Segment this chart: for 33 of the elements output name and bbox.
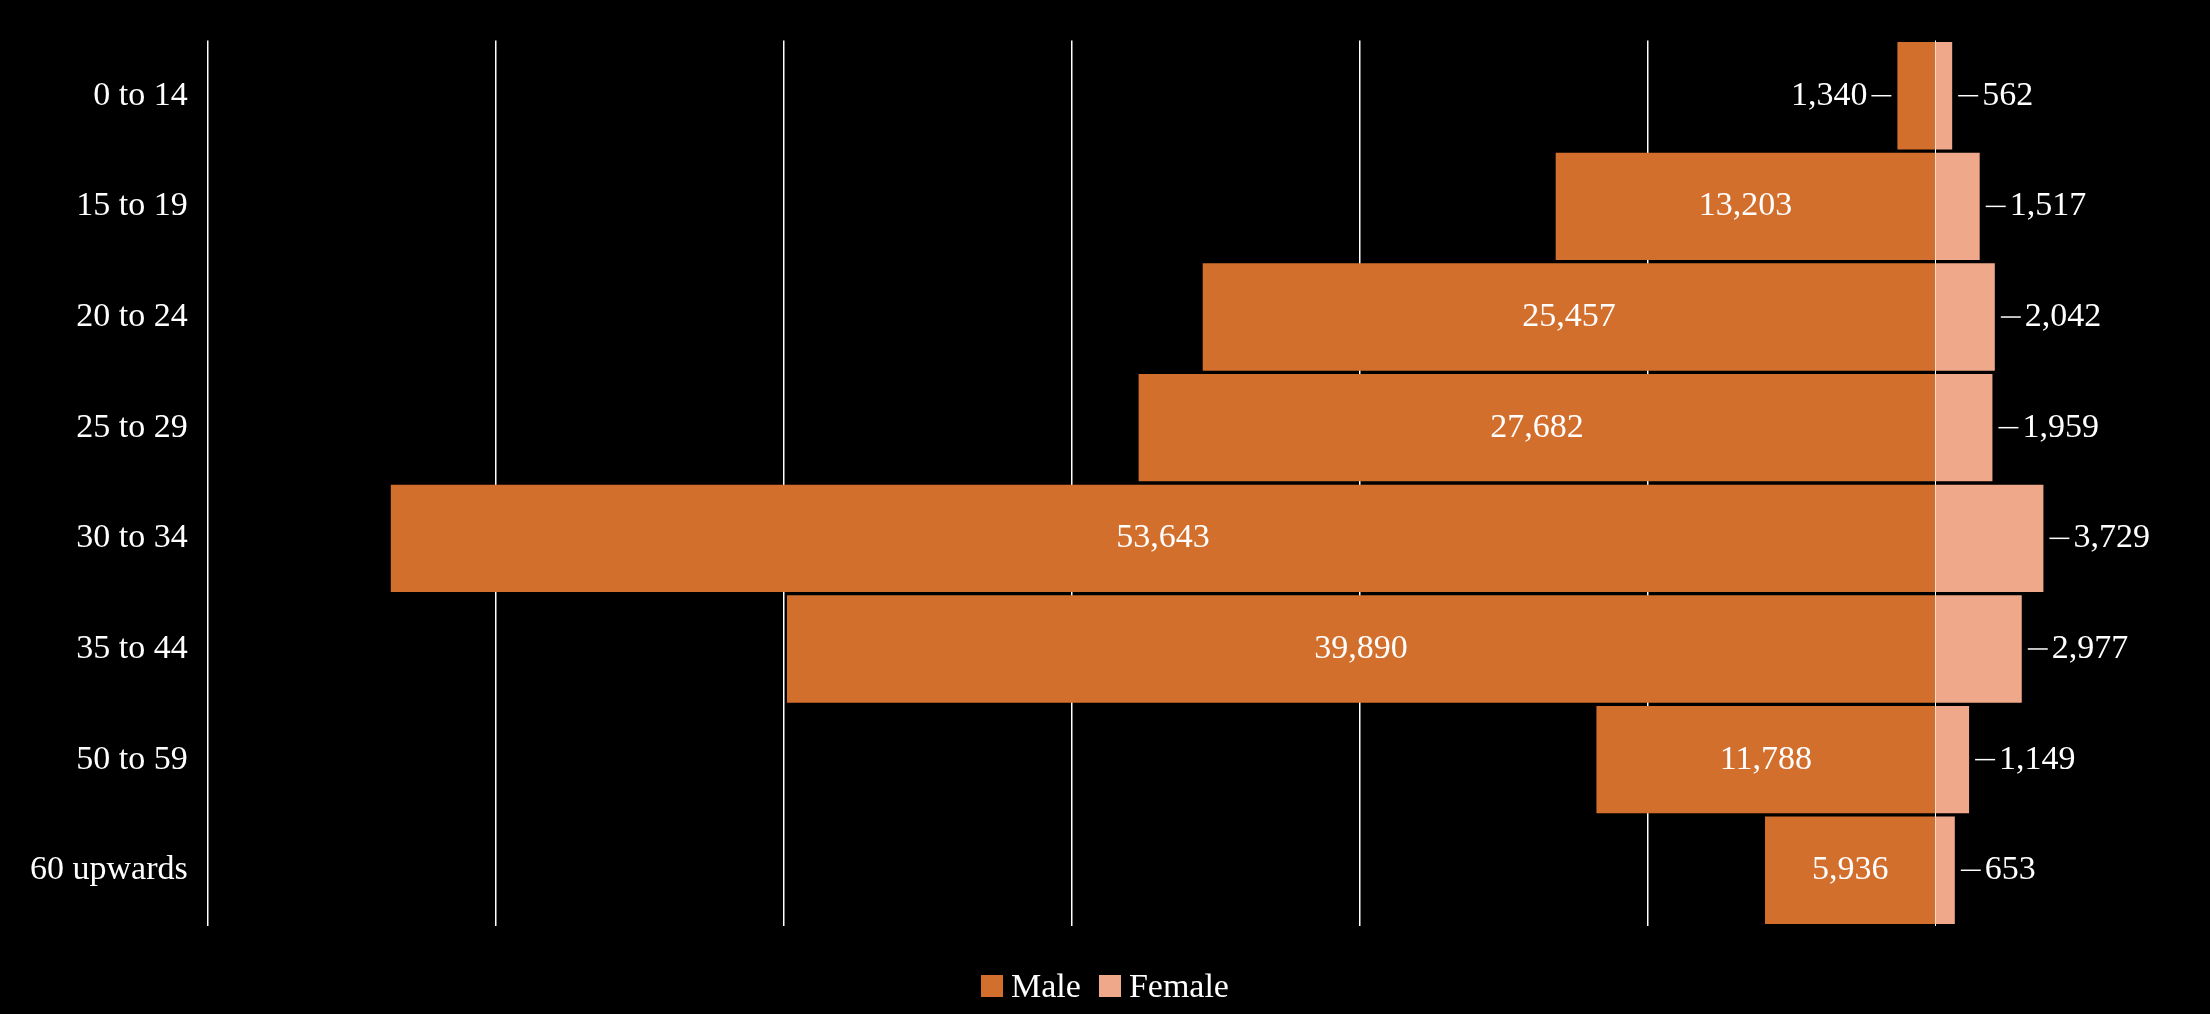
y-tick-label: 25 to 29 — [76, 406, 188, 444]
legend-label: Female — [1128, 966, 1229, 1006]
y-tick-label: 60 upwards — [30, 849, 188, 887]
data-label: 53,643 — [1116, 517, 1210, 555]
data-label: 2,977 — [2051, 627, 2129, 665]
data-label: 11,788 — [1719, 738, 1812, 776]
y-tick-label: 35 to 44 — [76, 627, 188, 665]
data-label: 5,936 — [1811, 849, 1889, 887]
data-label: 25,457 — [1522, 295, 1616, 333]
bar — [1936, 263, 1995, 371]
y-tick-label: 15 to 19 — [76, 185, 188, 223]
legend-label: Male — [1011, 966, 1081, 1006]
data-label: 3,729 — [2073, 517, 2150, 555]
bar — [1936, 152, 1980, 261]
bar — [1936, 705, 1970, 814]
data-label: 2,042 — [2024, 295, 2102, 333]
data-label: 13,203 — [1698, 185, 1793, 223]
data-label: 27,682 — [1490, 406, 1584, 444]
bar — [1936, 816, 1955, 924]
y-tick-label: 50 to 59 — [76, 738, 188, 776]
data-label: 653 — [1984, 849, 2036, 887]
data-label: 1,340 — [1790, 74, 1868, 112]
data-label: 1,959 — [2022, 406, 2099, 444]
y-tick-label: 0 to 14 — [93, 74, 188, 112]
data-label: 39,890 — [1314, 627, 1408, 665]
y-tick-label: 30 to 34 — [76, 517, 188, 555]
data-label: 1,517 — [2009, 185, 2087, 223]
data-label: 1,149 — [1999, 738, 2076, 776]
bar — [1936, 484, 2044, 592]
data-label: 562 — [1982, 74, 2034, 112]
bar — [1936, 595, 2022, 703]
bar — [1936, 374, 1993, 482]
y-tick-label: 20 to 24 — [76, 295, 188, 333]
